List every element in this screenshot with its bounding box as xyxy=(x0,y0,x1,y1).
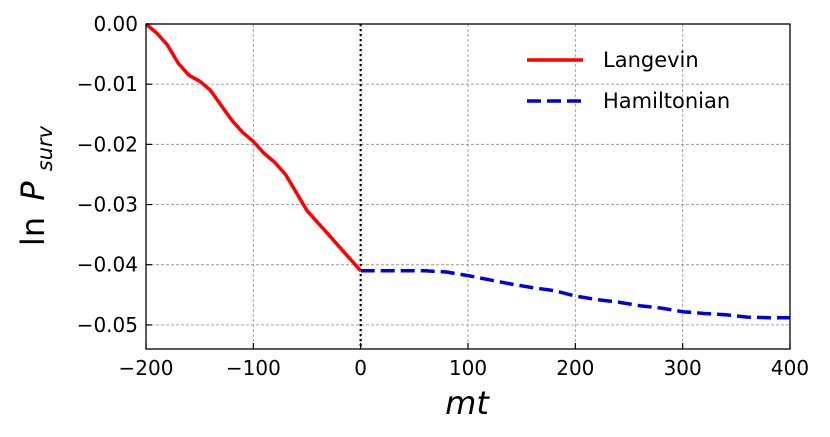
x-tick-label: 0 xyxy=(354,356,367,380)
series-line-hamiltonian xyxy=(360,269,790,320)
x-tick-label: 300 xyxy=(664,356,702,380)
y-axis-label-prefix: ln xyxy=(14,217,52,246)
legend-label-hamiltonian: Hamiltonian xyxy=(603,89,730,113)
x-tick-labels: −200 −100 0 100 200 300 400 xyxy=(119,356,810,380)
x-tick-label: −100 xyxy=(226,356,281,380)
x-tick-label: −200 xyxy=(119,356,174,380)
grid-lines xyxy=(145,23,791,349)
y-tick-labels: 0.00 −0.01 −0.02 −0.03 −0.04 −0.05 xyxy=(77,12,138,337)
x-tick-label: 100 xyxy=(449,356,487,380)
y-tick-label: −0.02 xyxy=(77,132,138,156)
axis-ticks xyxy=(145,23,791,349)
legend: Langevin Hamiltonian xyxy=(527,48,730,113)
x-tick-label: 200 xyxy=(556,356,594,380)
y-tick-label: −0.04 xyxy=(77,253,138,277)
x-tick-label: 400 xyxy=(771,356,809,380)
y-tick-label: −0.03 xyxy=(77,193,138,217)
y-tick-label: 0.00 xyxy=(93,12,138,36)
y-axis-label-symbol: P xyxy=(14,181,52,201)
y-axis-label-subscript: surv xyxy=(33,125,57,171)
legend-label-langevin: Langevin xyxy=(603,48,699,72)
y-axis-label: ln P surv xyxy=(14,125,57,246)
series-line-langevin xyxy=(144,22,363,272)
y-tick-label: −0.01 xyxy=(77,72,138,96)
series-lines xyxy=(144,22,790,320)
x-axis-label: mt xyxy=(445,384,490,422)
y-tick-label: −0.05 xyxy=(77,313,138,337)
